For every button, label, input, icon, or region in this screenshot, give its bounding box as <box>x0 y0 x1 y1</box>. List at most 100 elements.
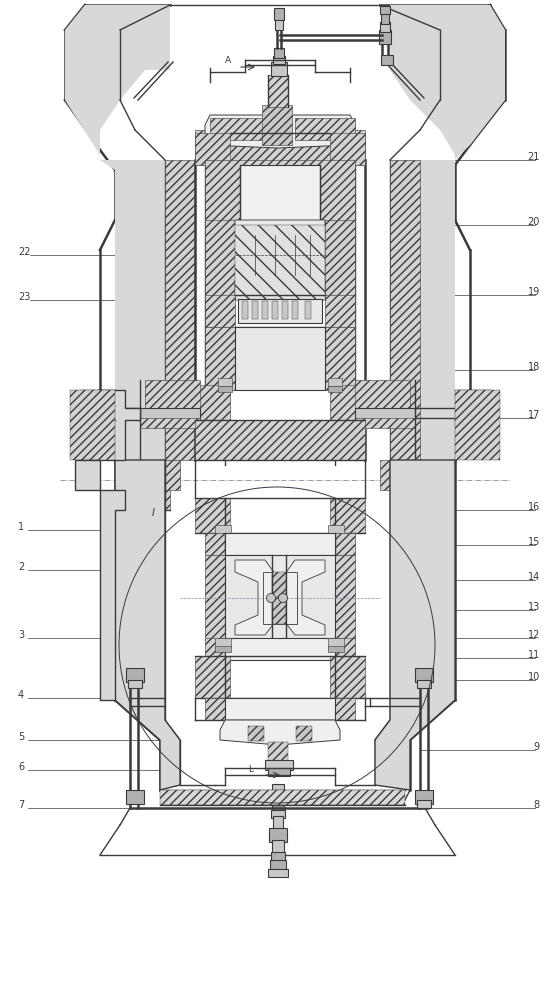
Bar <box>205 698 355 720</box>
Bar <box>238 299 322 323</box>
Bar <box>269 828 287 842</box>
Bar <box>328 638 344 648</box>
Bar <box>271 810 285 818</box>
Polygon shape <box>100 160 455 460</box>
Bar <box>205 160 355 225</box>
Bar <box>274 48 284 58</box>
Polygon shape <box>65 5 170 155</box>
Bar <box>272 800 284 812</box>
Bar <box>195 133 230 165</box>
Circle shape <box>279 593 287 602</box>
Bar <box>195 385 230 423</box>
Bar <box>328 646 344 652</box>
Bar <box>270 860 286 870</box>
Text: 13: 13 <box>528 602 540 612</box>
Bar <box>390 160 420 460</box>
Bar <box>330 385 365 423</box>
Polygon shape <box>100 490 125 700</box>
Bar <box>268 742 288 762</box>
Bar <box>225 638 335 660</box>
Bar <box>195 420 365 460</box>
Bar <box>140 490 170 510</box>
Bar <box>330 133 365 165</box>
Text: 15: 15 <box>528 537 540 547</box>
Text: I: I <box>152 508 155 518</box>
Polygon shape <box>220 720 340 745</box>
Text: 2: 2 <box>18 562 24 572</box>
Bar <box>268 869 288 877</box>
Bar <box>128 680 142 688</box>
Polygon shape <box>205 115 355 148</box>
Text: 4: 4 <box>18 690 24 700</box>
Bar <box>240 165 320 220</box>
Bar <box>325 555 355 640</box>
Text: 10: 10 <box>528 672 540 682</box>
Bar <box>355 408 415 420</box>
Bar <box>330 498 365 533</box>
Bar <box>210 118 270 140</box>
Text: A: A <box>225 56 231 65</box>
Bar <box>381 12 389 24</box>
Bar <box>271 62 287 76</box>
Text: 3: 3 <box>18 630 24 640</box>
Bar <box>70 390 115 460</box>
Bar <box>282 301 288 319</box>
Text: 21: 21 <box>528 152 540 162</box>
Bar <box>415 790 433 804</box>
Bar <box>417 800 431 808</box>
Bar <box>268 75 288 107</box>
Text: 5: 5 <box>18 732 24 742</box>
Bar <box>215 533 231 539</box>
Bar <box>273 816 283 836</box>
Bar <box>263 572 297 624</box>
Bar <box>140 460 180 490</box>
Bar <box>328 378 342 386</box>
Text: 22: 22 <box>18 247 31 257</box>
Bar <box>455 390 500 460</box>
Bar <box>272 840 284 854</box>
Text: 18: 18 <box>528 362 540 372</box>
Bar <box>273 56 285 64</box>
Bar <box>205 638 355 660</box>
Bar <box>265 760 293 770</box>
Bar <box>218 378 232 386</box>
Polygon shape <box>115 460 180 790</box>
Bar <box>271 852 285 862</box>
Bar <box>381 55 393 65</box>
Polygon shape <box>235 560 278 635</box>
Bar <box>296 726 312 741</box>
Bar <box>140 408 200 420</box>
Bar <box>225 555 335 640</box>
Text: 6: 6 <box>18 762 24 772</box>
Bar <box>145 380 200 410</box>
Text: 1: 1 <box>18 522 24 532</box>
Bar <box>272 301 278 319</box>
Bar <box>205 533 355 555</box>
Text: 7: 7 <box>18 800 24 810</box>
Text: 19: 19 <box>528 287 540 297</box>
Bar <box>195 656 230 698</box>
Bar <box>205 555 235 640</box>
Bar <box>195 130 365 165</box>
Text: 9: 9 <box>534 742 540 752</box>
Bar <box>355 418 415 428</box>
Bar <box>390 490 420 510</box>
Bar <box>305 301 311 319</box>
Text: 11: 11 <box>528 650 540 660</box>
Bar <box>295 118 355 140</box>
Text: L: L <box>248 765 253 774</box>
Bar <box>252 301 258 319</box>
Bar <box>275 18 283 30</box>
Polygon shape <box>235 220 325 300</box>
Bar <box>205 327 355 390</box>
Bar <box>242 301 248 319</box>
Bar <box>325 220 355 300</box>
Bar <box>380 22 390 32</box>
Bar <box>328 525 344 535</box>
Bar <box>379 30 391 44</box>
Text: 20: 20 <box>528 217 540 227</box>
Text: 14: 14 <box>528 572 540 582</box>
Bar <box>262 105 292 145</box>
Bar <box>225 533 335 555</box>
Bar <box>262 301 268 319</box>
